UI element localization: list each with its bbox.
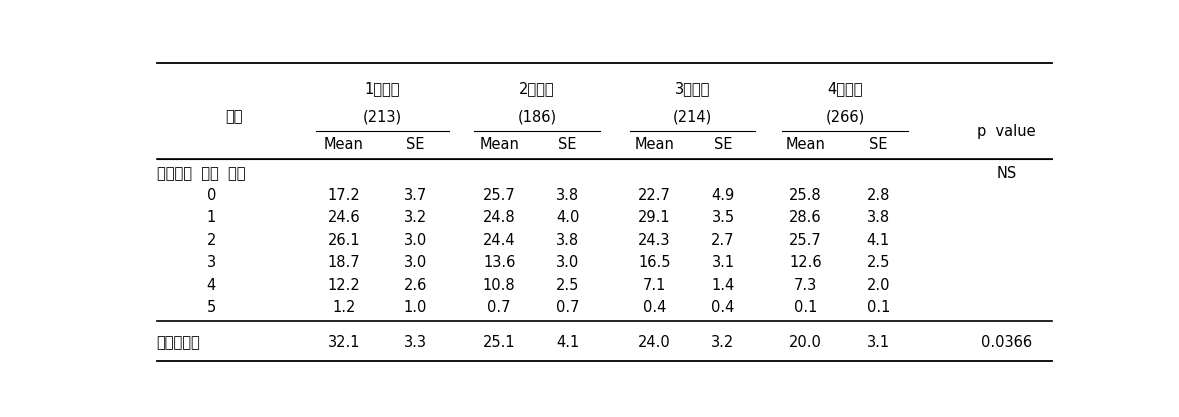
Text: 2사분위: 2사분위 <box>519 81 555 96</box>
Text: 3.5: 3.5 <box>711 210 735 225</box>
Text: 0.7: 0.7 <box>556 300 579 315</box>
Text: 5: 5 <box>206 300 216 315</box>
Text: 0.1: 0.1 <box>867 300 890 315</box>
Text: 2.6: 2.6 <box>403 278 427 293</box>
Text: (266): (266) <box>825 110 864 125</box>
Text: 25.7: 25.7 <box>789 233 822 248</box>
Text: 12.2: 12.2 <box>328 278 361 293</box>
Text: 0.0366: 0.0366 <box>981 335 1032 350</box>
Text: 위험요인  보유  갯수: 위험요인 보유 갯수 <box>157 166 245 181</box>
Text: 26.1: 26.1 <box>328 233 360 248</box>
Text: 1.0: 1.0 <box>403 300 427 315</box>
Text: SE: SE <box>406 137 424 152</box>
Text: SE: SE <box>869 137 888 152</box>
Text: 3.2: 3.2 <box>711 335 735 350</box>
Text: NS: NS <box>996 166 1016 181</box>
Text: 1.2: 1.2 <box>332 300 356 315</box>
Text: 20.0: 20.0 <box>789 335 822 350</box>
Text: 3.8: 3.8 <box>556 188 579 203</box>
Text: 1.4: 1.4 <box>711 278 735 293</box>
Text: 13.6: 13.6 <box>483 255 515 270</box>
Text: 3사분위: 3사분위 <box>674 81 710 96</box>
Text: 24.4: 24.4 <box>483 233 515 248</box>
Text: 4.9: 4.9 <box>711 188 735 203</box>
Text: 7.1: 7.1 <box>643 278 666 293</box>
Text: 29.1: 29.1 <box>638 210 671 225</box>
Text: Mean: Mean <box>634 137 674 152</box>
Text: 3.8: 3.8 <box>867 210 890 225</box>
Text: 12.6: 12.6 <box>789 255 822 270</box>
Text: 25.7: 25.7 <box>482 188 515 203</box>
Text: 2.8: 2.8 <box>867 188 890 203</box>
Text: 2.7: 2.7 <box>711 233 735 248</box>
Text: 25.8: 25.8 <box>789 188 822 203</box>
Text: 24.6: 24.6 <box>328 210 360 225</box>
Text: 3.3: 3.3 <box>403 335 427 350</box>
Text: 0.4: 0.4 <box>643 300 666 315</box>
Text: 22.7: 22.7 <box>638 188 671 203</box>
Text: SE: SE <box>713 137 732 152</box>
Text: (186): (186) <box>518 110 556 125</box>
Text: 0: 0 <box>206 188 216 203</box>
Text: 17.2: 17.2 <box>328 188 361 203</box>
Text: 1사분위: 1사분위 <box>365 81 401 96</box>
Text: Mean: Mean <box>324 137 364 152</box>
Text: 3.7: 3.7 <box>403 188 427 203</box>
Text: 7.3: 7.3 <box>793 278 817 293</box>
Text: 4사분위: 4사분위 <box>828 81 863 96</box>
Text: Mean: Mean <box>785 137 825 152</box>
Text: 3.0: 3.0 <box>403 255 427 270</box>
Text: 18.7: 18.7 <box>328 255 360 270</box>
Text: 2: 2 <box>206 233 216 248</box>
Text: 24.8: 24.8 <box>483 210 515 225</box>
Text: 24.3: 24.3 <box>638 233 671 248</box>
Text: 0.7: 0.7 <box>487 300 511 315</box>
Text: 24.0: 24.0 <box>638 335 671 350</box>
Text: 0.1: 0.1 <box>793 300 817 315</box>
Text: 16.5: 16.5 <box>638 255 671 270</box>
Text: 4.1: 4.1 <box>556 335 579 350</box>
Text: 3.8: 3.8 <box>556 233 579 248</box>
Text: SE: SE <box>559 137 577 152</box>
Text: 1: 1 <box>206 210 216 225</box>
Text: (213): (213) <box>363 110 402 125</box>
Text: 4.0: 4.0 <box>556 210 579 225</box>
Text: 3: 3 <box>206 255 216 270</box>
Text: 3.0: 3.0 <box>556 255 579 270</box>
Text: 대사증후군: 대사증후군 <box>157 335 200 350</box>
Text: 3.0: 3.0 <box>403 233 427 248</box>
Text: 3.1: 3.1 <box>867 335 890 350</box>
Text: 28.6: 28.6 <box>789 210 822 225</box>
Text: Mean: Mean <box>479 137 519 152</box>
Text: 0.4: 0.4 <box>711 300 735 315</box>
Text: 10.8: 10.8 <box>483 278 515 293</box>
Text: 3.1: 3.1 <box>711 255 735 270</box>
Text: 4: 4 <box>206 278 216 293</box>
Text: p  value: p value <box>977 123 1035 138</box>
Text: 2.5: 2.5 <box>556 278 579 293</box>
Text: 4.1: 4.1 <box>867 233 890 248</box>
Text: 2.0: 2.0 <box>867 278 890 293</box>
Text: 항목: 항목 <box>225 109 243 124</box>
Text: (214): (214) <box>673 110 712 125</box>
Text: 32.1: 32.1 <box>328 335 360 350</box>
Text: 2.5: 2.5 <box>867 255 890 270</box>
Text: 25.1: 25.1 <box>483 335 515 350</box>
Text: 3.2: 3.2 <box>403 210 427 225</box>
